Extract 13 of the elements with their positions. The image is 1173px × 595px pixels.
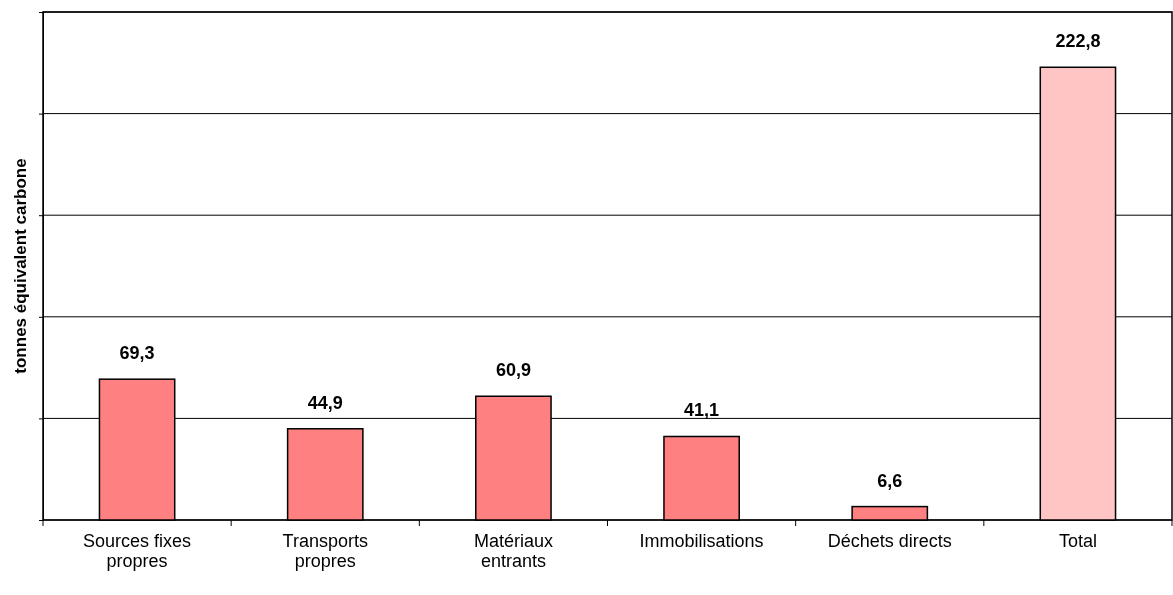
x-tick-label: Immobilisations <box>639 530 764 551</box>
data-label: 222,8 <box>1055 31 1101 52</box>
x-tick-label: Transports propres <box>282 530 368 572</box>
x-tick-label: Sources fixes propres <box>83 530 192 572</box>
data-label: 44,9 <box>307 392 343 413</box>
x-tick-label: Matériaux entrants <box>473 530 553 572</box>
data-label: 60,9 <box>495 360 531 381</box>
data-label: 69,3 <box>119 343 155 364</box>
x-tick-label: Déchets directs <box>827 530 952 551</box>
y-axis-title: tonnes équivalent carbone <box>11 158 30 374</box>
data-label: 6,6 <box>877 470 903 491</box>
data-label: 41,1 <box>684 400 720 421</box>
x-tick-label: Total <box>1058 530 1097 551</box>
